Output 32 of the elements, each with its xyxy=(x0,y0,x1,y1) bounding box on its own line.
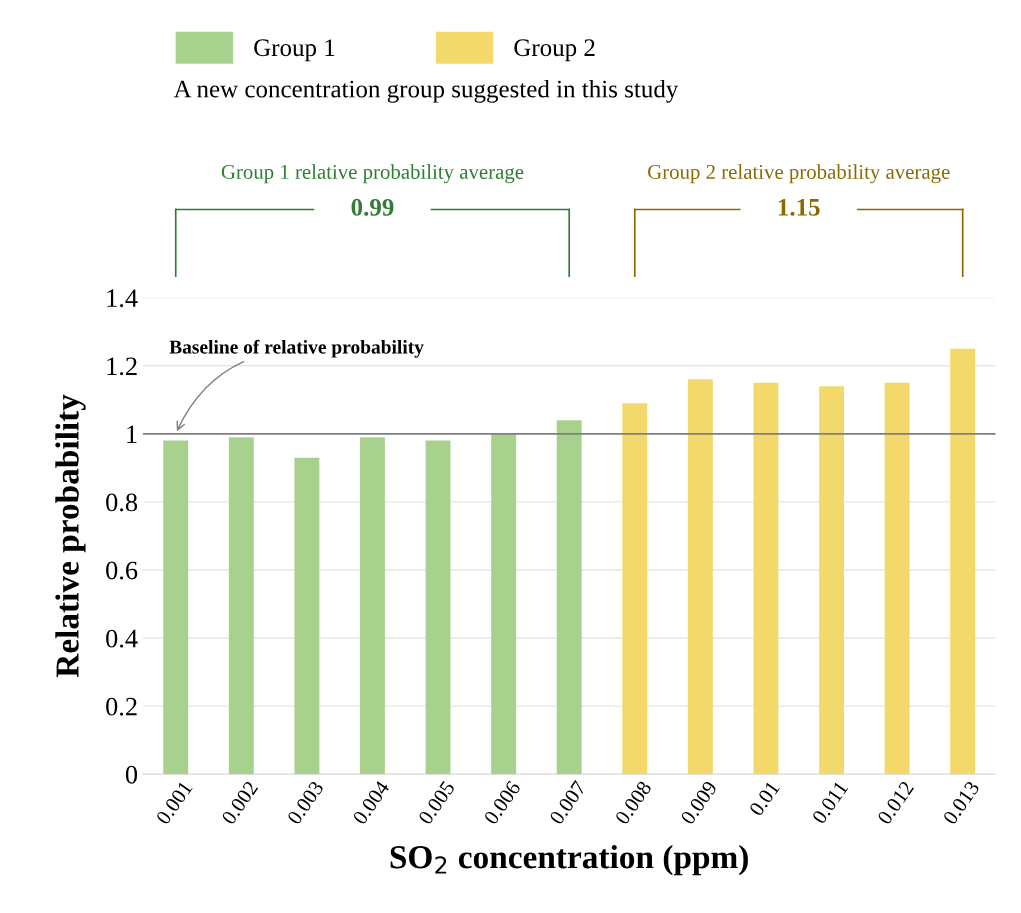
bar xyxy=(425,440,451,775)
bar xyxy=(687,379,713,775)
bar xyxy=(950,348,976,775)
y-tick-label: 0.4 xyxy=(106,629,138,648)
bar xyxy=(556,420,582,775)
bar xyxy=(163,440,189,775)
y-tick-label: 1.2 xyxy=(107,357,137,376)
text: 0.99 xyxy=(351,198,394,216)
ref-line-label: Baseline of relative probability xyxy=(169,339,424,358)
bar xyxy=(819,386,844,775)
y-tick-label: 0.8 xyxy=(106,493,138,512)
bar xyxy=(753,382,779,775)
y-tick-label: 1.4 xyxy=(107,289,138,308)
bar xyxy=(228,437,254,775)
text: 1.15 xyxy=(778,198,820,216)
y-tick-label: 0 xyxy=(125,765,138,784)
x-tick-label: 0.01 xyxy=(748,780,781,817)
y-tick-label: 1 xyxy=(127,425,137,443)
x-axis-title: SO$_{2}$ concentration (ppm) xyxy=(390,844,748,876)
y-tick-label: 0.2 xyxy=(106,697,137,716)
text: Group 2 relative probability average xyxy=(648,164,950,184)
bar xyxy=(491,433,517,775)
bar xyxy=(360,437,385,775)
bar xyxy=(884,382,910,775)
y-axis-title: Relative probability xyxy=(55,394,86,678)
bar xyxy=(622,403,648,775)
text: Group 1 relative probability average xyxy=(221,164,524,184)
legend-label: Group 1 xyxy=(254,39,335,62)
y-tick-label: 0.6 xyxy=(106,561,138,580)
legend-label: Group 2 xyxy=(514,39,595,62)
text: A new concentration group suggested in this study xyxy=(173,79,679,103)
bar xyxy=(294,457,320,775)
